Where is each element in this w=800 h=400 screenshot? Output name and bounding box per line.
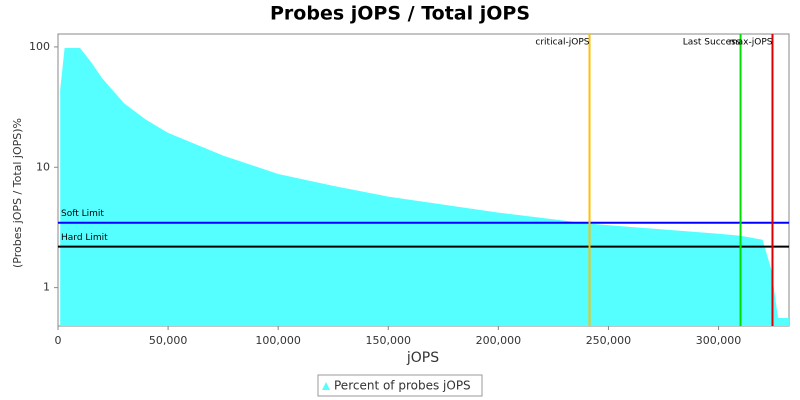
x-tick-label: 200,000 [476, 334, 522, 347]
y-tick-label: 1 [43, 281, 50, 294]
x-tick-label: 100,000 [255, 334, 301, 347]
y-tick-label: 10 [36, 160, 50, 173]
legend-box [317, 374, 483, 397]
y-axis-label: (Probes jOPS / Total jOPS)% [11, 118, 24, 268]
x-tick-label: 0 [55, 334, 62, 347]
reference-label: critical-jOPS [535, 38, 589, 48]
x-tick-label: 50,000 [149, 334, 188, 347]
legend-label: Percent of probes jOPS [334, 379, 471, 393]
legend-swatch [322, 382, 330, 390]
y-tick-label: 100 [29, 40, 50, 53]
reference-label: Hard Limit [61, 233, 108, 243]
x-tick-label: 150,000 [366, 334, 412, 347]
reference-label: Soft Limit [61, 209, 104, 219]
x-tick-label: 250,000 [586, 334, 632, 347]
area [60, 47, 790, 326]
reference-label: Last Success [683, 38, 741, 48]
reference-label: max-jOPS [729, 38, 773, 48]
x-axis-label: jOPS [406, 350, 439, 366]
x-tick-label: 300,000 [696, 334, 742, 347]
chart-title: Probes jOPS / Total jOPS [270, 3, 530, 25]
